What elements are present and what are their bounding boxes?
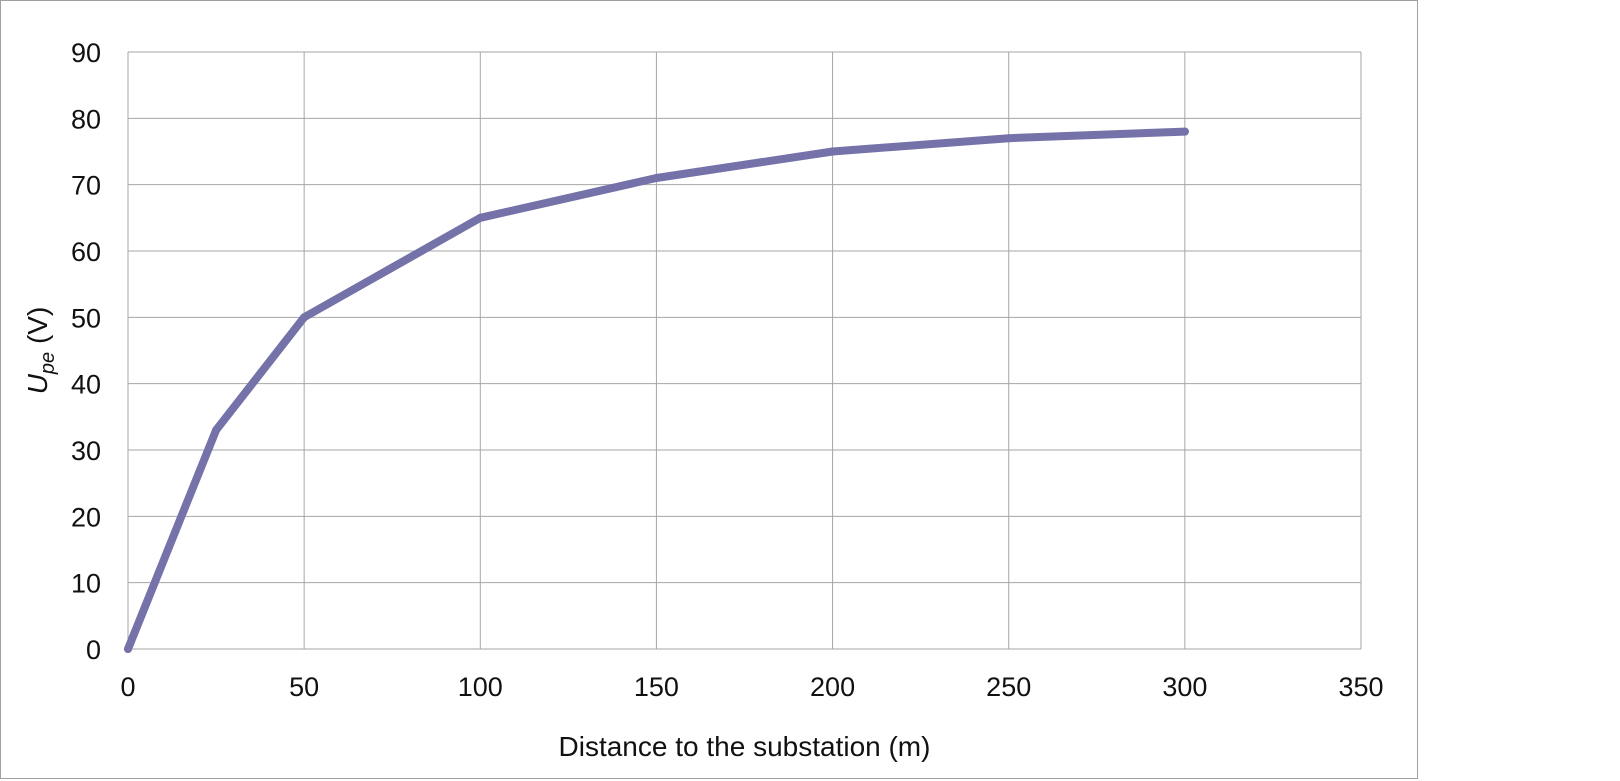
x-tick-label: 200 bbox=[810, 672, 855, 702]
x-tick-labels: 0 50 100 150 200 250 300 350 bbox=[120, 672, 1383, 702]
y-tick-label: 10 bbox=[71, 569, 101, 599]
data-point bbox=[476, 213, 485, 222]
data-point bbox=[212, 426, 221, 435]
y-axis-title-main: U bbox=[22, 373, 53, 394]
line-chart: 0 10 20 30 40 50 60 70 80 90 0 50 100 150 200 250 300 35… bbox=[22, 38, 1384, 762]
x-axis-title: Distance to the substation (m) bbox=[559, 731, 931, 762]
y-tick-label: 60 bbox=[71, 237, 101, 267]
y-tick-label: 20 bbox=[71, 502, 101, 532]
x-tick-label: 350 bbox=[1338, 672, 1383, 702]
x-tick-label: 100 bbox=[458, 672, 503, 702]
x-tick-label: 300 bbox=[1162, 672, 1207, 702]
data-point bbox=[1004, 134, 1013, 143]
y-tick-label: 0 bbox=[86, 635, 101, 665]
y-axis-title-unit: (V) bbox=[22, 307, 53, 352]
y-axis-title: Upe (V) bbox=[22, 307, 59, 395]
y-tick-label: 40 bbox=[71, 370, 101, 400]
y-tick-label: 30 bbox=[71, 436, 101, 466]
chart-frame: 0 10 20 30 40 50 60 70 80 90 0 50 100 150 200 250 300 35… bbox=[0, 0, 1418, 779]
gridlines bbox=[127, 51, 1362, 650]
y-tick-labels: 0 10 20 30 40 50 60 70 80 90 bbox=[71, 38, 101, 665]
series-layer bbox=[124, 127, 1189, 653]
series-line-upe bbox=[124, 127, 1189, 653]
y-axis-title-subscript: pe bbox=[37, 352, 59, 375]
data-point bbox=[124, 645, 132, 653]
x-tick-label: 50 bbox=[289, 672, 319, 702]
y-tick-label: 70 bbox=[71, 171, 101, 201]
data-point bbox=[300, 313, 309, 322]
x-tick-label: 0 bbox=[120, 672, 135, 702]
y-tick-label: 80 bbox=[71, 104, 101, 134]
y-tick-label: 90 bbox=[71, 38, 101, 68]
data-point bbox=[652, 174, 661, 183]
x-tick-label: 150 bbox=[634, 672, 679, 702]
y-tick-label: 50 bbox=[71, 303, 101, 333]
data-point bbox=[1180, 127, 1189, 136]
data-point bbox=[828, 147, 837, 156]
x-tick-label: 250 bbox=[986, 672, 1031, 702]
